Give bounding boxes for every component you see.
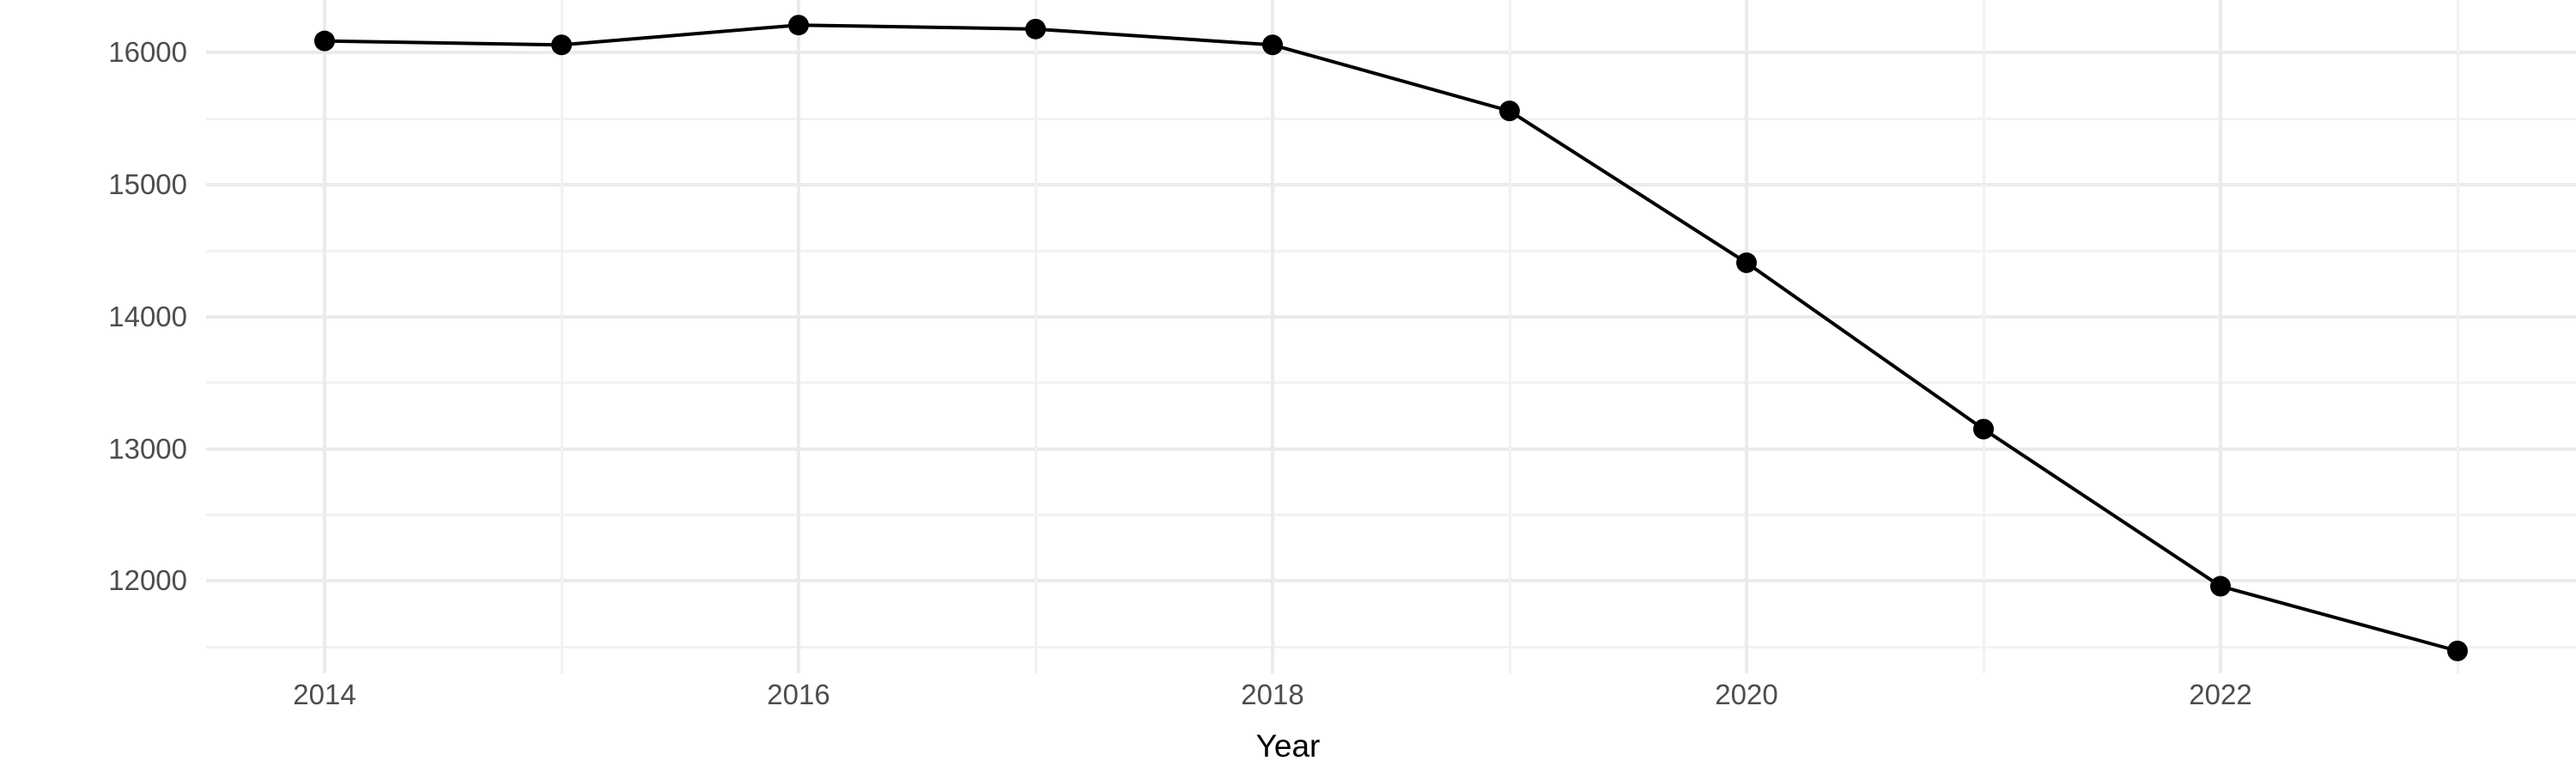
gridline-major-vertical [323, 0, 326, 673]
series-points [314, 15, 2468, 661]
data-point [1262, 34, 1283, 56]
gridline-minor-vertical [1034, 0, 1037, 673]
gridline-major-vertical [1271, 0, 1274, 673]
data-point [1499, 100, 1520, 122]
gridline-major-vertical [1745, 0, 1748, 673]
y-axis-tick-label: 12000 [108, 564, 187, 597]
data-point [788, 15, 809, 36]
gridline-minor-horizontal [206, 117, 2576, 120]
gridline-major-vertical [797, 0, 800, 673]
data-point [2210, 575, 2231, 597]
gridline-minor-horizontal [206, 381, 2576, 385]
x-axis-tick-label: 2022 [2189, 679, 2252, 710]
y-axis-tick-label: 16000 [108, 36, 187, 69]
gridline-minor-horizontal [206, 645, 2576, 648]
y-axis-tick-label: 13000 [108, 432, 187, 465]
data-point [1736, 252, 1757, 273]
y-axis-tick-label: 15000 [108, 168, 187, 201]
data-point [2447, 640, 2468, 661]
gridline-minor-vertical [560, 0, 563, 673]
x-axis-tick-label: 2014 [293, 679, 356, 710]
series-line [323, 23, 2459, 653]
gridline-minor-horizontal [206, 514, 2576, 517]
x-axis-title: Year [1255, 728, 1321, 764]
gridline-major-horizontal [206, 51, 2576, 55]
data-point [1025, 18, 1046, 40]
gridline-major-vertical [2219, 0, 2222, 673]
x-axis-tick-label: 2016 [767, 679, 830, 710]
y-axis-tick-labels: 12000 13000 14000 15000 16000 [0, 0, 187, 773]
y-axis-tick-label: 14000 [108, 300, 187, 332]
data-series-layer [314, 15, 2468, 661]
data-point [551, 34, 572, 56]
gridline-minor-horizontal [206, 249, 2576, 253]
gridline-major-horizontal [206, 579, 2576, 583]
gridline-minor-vertical [2456, 0, 2459, 673]
gridline-minor-vertical [1982, 0, 1985, 673]
gridline-major-horizontal [206, 183, 2576, 187]
plot-panel [206, 0, 2576, 673]
data-point [314, 30, 335, 52]
x-axis-tick-label: 2018 [1241, 679, 1304, 710]
gridline-minor-vertical [1508, 0, 1511, 673]
gridline-major-horizontal [206, 314, 2576, 319]
x-axis-tick-label: 2020 [1715, 679, 1778, 710]
data-point [1973, 418, 1994, 440]
gridline-major-horizontal [206, 447, 2576, 451]
